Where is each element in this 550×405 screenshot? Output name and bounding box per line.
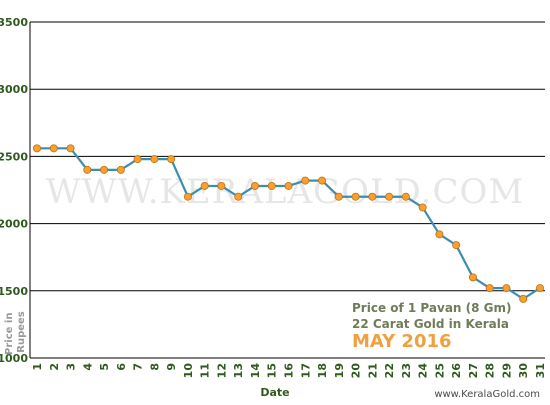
data-point (368, 192, 377, 201)
data-point (435, 230, 444, 239)
data-point (418, 203, 427, 212)
axes (29, 22, 545, 359)
x-tick-label: 16 (283, 363, 296, 379)
data-point (351, 192, 360, 201)
y-axis-label-line2: Rupees (16, 311, 27, 353)
data-point (116, 165, 125, 174)
data-point (49, 144, 58, 153)
data-point (385, 192, 394, 201)
credit-text: www.KeralaGold.com (434, 389, 540, 400)
data-point (250, 181, 259, 190)
x-tick-label: 28 (484, 363, 497, 378)
data-point (267, 181, 276, 190)
x-tick-label: 1 (31, 363, 44, 371)
data-point (33, 144, 42, 153)
x-tick-label: 25 (433, 363, 446, 378)
y-tick-label: 22500 (0, 150, 28, 163)
y-tick-label: 22000 (0, 218, 28, 231)
y-axis-ticks: 21000 21500 22000 22500 23000 23500 (0, 16, 28, 365)
data-point (301, 176, 310, 185)
data-point (183, 192, 192, 201)
x-tick-label: 12 (215, 363, 228, 378)
x-tick-label: 15 (266, 363, 279, 378)
data-point (83, 165, 92, 174)
x-tick-label: 21 (366, 363, 379, 378)
x-tick-label: 22 (383, 363, 396, 378)
x-tick-label: 18 (316, 363, 329, 378)
x-tick-label: 9 (165, 363, 178, 371)
x-tick-label: 26 (450, 363, 463, 379)
y-axis-label-line1: Price in (4, 313, 15, 355)
data-point (150, 155, 159, 164)
annotation-line-2: 22 Carat Gold in Kerala (352, 317, 509, 331)
x-tick-label: 31 (534, 363, 547, 378)
annotation-line-1: Price of 1 Pavan (8 Gm) (352, 301, 512, 315)
data-point (536, 284, 545, 293)
data-point (133, 155, 142, 164)
x-tick-label: 20 (350, 363, 363, 379)
x-tick-label: 6 (115, 363, 128, 371)
x-tick-label: 11 (199, 363, 212, 378)
x-tick-label: 29 (500, 363, 513, 378)
x-tick-label: 24 (417, 363, 430, 379)
x-tick-label: 5 (98, 363, 111, 371)
x-tick-label: 27 (467, 363, 480, 378)
series-area (33, 144, 545, 303)
data-point (217, 181, 226, 190)
x-tick-label: 14 (249, 363, 262, 379)
x-tick-label: 8 (148, 363, 161, 371)
data-point (234, 192, 243, 201)
data-point (100, 165, 109, 174)
data-point (318, 176, 327, 185)
y-tick-label: 21000 (0, 352, 28, 365)
data-point (452, 241, 461, 250)
data-point (334, 192, 343, 201)
annotation-month: MAY 2016 (352, 331, 452, 352)
data-point (401, 192, 410, 201)
watermark: WWW.KERALAGOLD.COM (46, 172, 524, 212)
x-axis-label: Date (260, 386, 289, 399)
x-tick-label: 4 (81, 363, 94, 371)
y-tick-label: 23500 (0, 16, 28, 29)
data-point (200, 181, 209, 190)
data-point (66, 144, 75, 153)
x-tick-label: 3 (65, 363, 78, 371)
x-tick-label: 30 (517, 363, 530, 379)
x-tick-label: 17 (299, 363, 312, 378)
y-axis-label: Price in Rupees (4, 309, 27, 355)
y-tick-label: 23000 (0, 83, 28, 96)
data-point (468, 273, 477, 282)
x-tick-label: 2 (48, 363, 61, 371)
x-tick-label: 19 (333, 363, 346, 378)
y-tick-label: 21500 (0, 285, 28, 298)
data-point (284, 181, 293, 190)
x-tick-label: 10 (182, 363, 195, 379)
x-tick-label: 23 (400, 363, 413, 378)
data-point (519, 294, 528, 303)
x-tick-label: 13 (232, 363, 245, 378)
data-point (485, 284, 494, 293)
data-point (167, 155, 176, 164)
x-axis-ticks: 1 2 3 4 5 6 7 8 9 10 11 12 13 14 15 16 17 18 19 20 21 22 23 24 2… (31, 363, 547, 379)
data-point (502, 284, 511, 293)
x-tick-label: 7 (132, 363, 145, 371)
